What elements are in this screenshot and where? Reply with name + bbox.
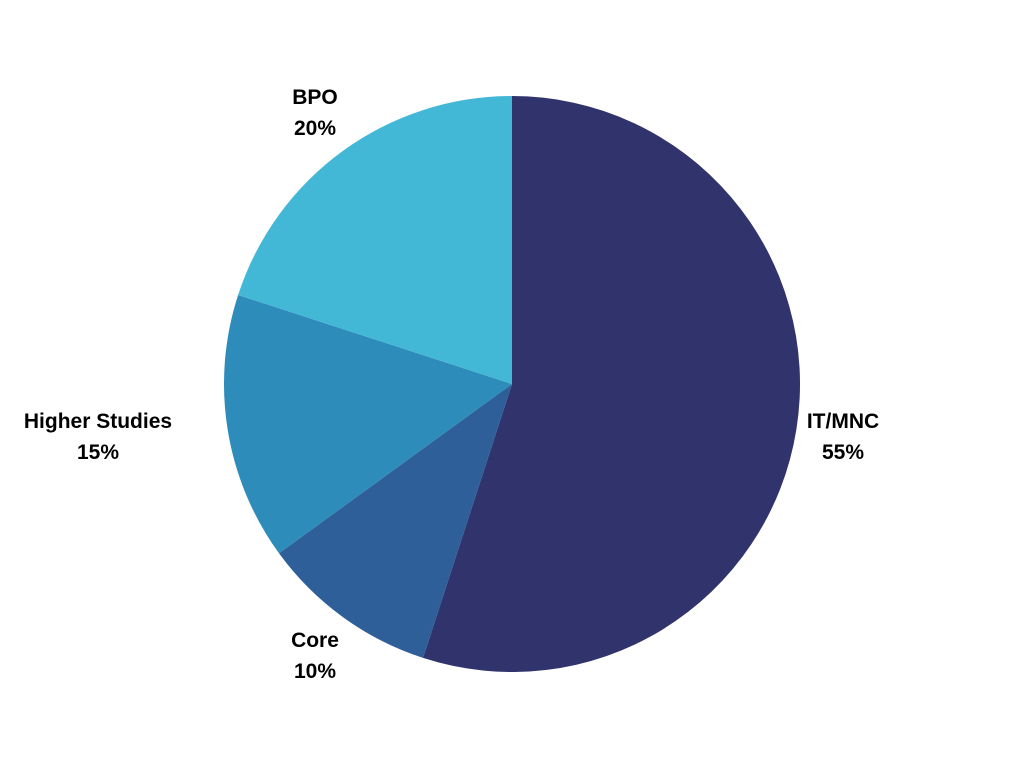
slice-value-bpo: 20% — [294, 117, 336, 140]
slice-label-core: Core — [291, 629, 339, 652]
slice-label-higher-studies: Higher Studies — [24, 410, 172, 433]
pie-slice-core — [279, 384, 512, 658]
slice-label-it-mnc: IT/MNC — [807, 410, 879, 433]
pie-slice-higher-studies — [224, 295, 512, 554]
pie-slices — [224, 95, 801, 672]
pie-slice-bpo — [238, 96, 512, 384]
pie-slice-it-mnc — [423, 95, 801, 672]
pie-labels: IT/MNC 55% Core 10% Higher Studies 15% BPO 20% — [24, 86, 879, 683]
slice-value-it-mnc: 55% — [822, 441, 864, 464]
slice-value-higher-studies: 15% — [77, 441, 119, 464]
slice-label-bpo: BPO — [292, 86, 338, 109]
slice-value-core: 10% — [294, 660, 336, 683]
